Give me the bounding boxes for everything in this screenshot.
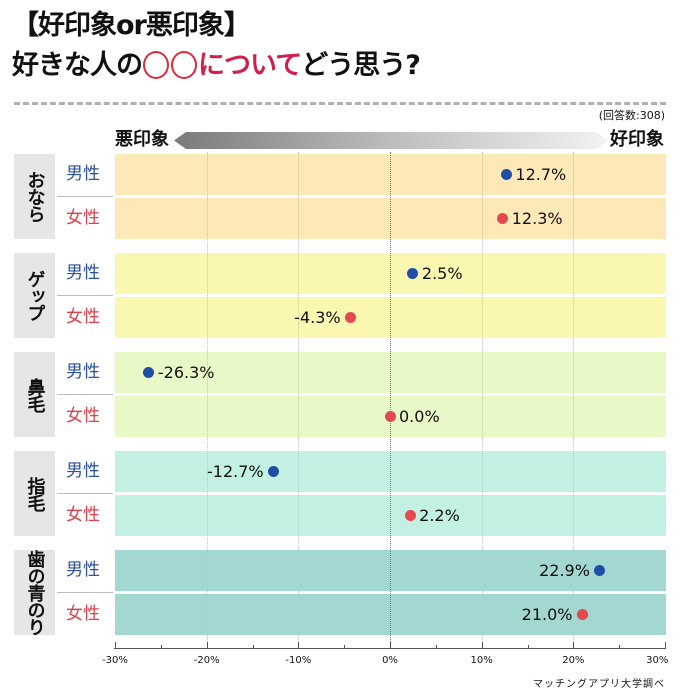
female-label: 女性	[66, 307, 100, 327]
x-tick	[298, 642, 300, 648]
female-data-point	[497, 213, 509, 224]
x-tick	[573, 642, 575, 648]
data-label: -4.3%	[294, 307, 341, 327]
title-highlight: について	[198, 50, 302, 81]
male-label: 男性	[66, 461, 100, 481]
male-label: 男性	[66, 560, 100, 580]
data-label: 21.0%	[521, 604, 573, 624]
title-suffix: どう思う?	[301, 50, 421, 81]
group-label: ゲップ	[24, 270, 46, 321]
x-tick-label: -20%	[193, 655, 220, 666]
group-label-box: ゲップ	[14, 253, 55, 338]
group-label-box: おなら	[14, 154, 55, 239]
impression-gradient-arrow-icon	[174, 132, 608, 149]
male-data-point	[594, 565, 606, 576]
female-label: 女性	[66, 208, 100, 228]
group-label: 指毛	[24, 476, 46, 511]
x-minor-tick	[252, 645, 254, 648]
row-separator	[57, 493, 113, 494]
placeholder-circle-icon	[143, 51, 169, 79]
male-data-point	[143, 367, 155, 378]
data-label: -12.7%	[206, 461, 264, 481]
grid-line	[573, 152, 575, 648]
x-tick-label: 0%	[382, 655, 398, 666]
title-prefix: 好きな人の	[12, 50, 143, 81]
x-minor-tick	[435, 645, 437, 648]
male-data-point	[407, 268, 419, 279]
group-label-box: 歯の青のり	[14, 550, 55, 635]
x-tick	[481, 642, 483, 648]
x-tick-label: -10%	[285, 655, 312, 666]
data-label: 0.0%	[399, 406, 440, 426]
male-label: 男性	[66, 362, 100, 382]
male-label: 男性	[66, 263, 100, 283]
data-label: 22.9%	[539, 560, 590, 580]
title-line-1: 【好印象or悪印象】	[12, 10, 251, 41]
group-label: 鼻毛	[24, 377, 46, 412]
x-tick	[665, 642, 666, 648]
x-minor-tick	[527, 645, 529, 648]
x-minor-tick	[344, 645, 346, 648]
male-data-point	[268, 466, 280, 477]
source-credit: マッチングアプリ大学調べ	[533, 679, 665, 690]
female-label: 女性	[66, 604, 100, 624]
male-label: 男性	[66, 164, 100, 184]
x-tick-label: -30%	[102, 655, 128, 666]
title-divider	[14, 102, 666, 105]
x-minor-tick	[160, 645, 162, 648]
x-tick-label: 30%	[646, 655, 669, 666]
group-label-box: 鼻毛	[14, 352, 55, 437]
x-tick	[390, 642, 391, 648]
female-data-point	[404, 510, 416, 521]
bad-impression-label: 悪印象	[115, 129, 169, 150]
data-label: 2.5%	[421, 263, 463, 283]
grid-line	[390, 152, 391, 648]
female-data-point	[577, 609, 588, 620]
group-label: おなら	[24, 171, 46, 222]
row-separator	[57, 592, 113, 593]
row-separator	[57, 295, 113, 296]
x-tick	[206, 642, 208, 648]
row-separator	[57, 394, 113, 395]
female-data-point	[384, 411, 396, 422]
grid-line	[206, 152, 208, 648]
female-data-point	[345, 312, 357, 323]
response-count: (回答数:308)	[598, 109, 665, 122]
data-label: 12.7%	[515, 164, 567, 184]
x-minor-tick	[619, 645, 621, 648]
group-label-box: 指毛	[14, 451, 55, 536]
data-label: 12.3%	[511, 208, 563, 228]
title-line-2: 好きな人の についてどう思う?	[12, 50, 421, 82]
x-tick	[115, 642, 116, 648]
x-axis-line	[114, 648, 666, 649]
grid-line	[298, 152, 300, 648]
grid-line	[481, 152, 483, 648]
x-tick-label: 10%	[470, 655, 493, 666]
female-label: 女性	[66, 505, 100, 525]
female-label: 女性	[66, 406, 100, 426]
data-label: -26.3%	[157, 362, 215, 382]
good-impression-label: 好印象	[610, 129, 664, 150]
placeholder-circle-icon	[171, 51, 197, 79]
group-label: 歯の青のり	[24, 550, 46, 635]
male-data-point	[500, 169, 512, 180]
x-tick-label: 20%	[562, 655, 585, 666]
row-separator	[57, 196, 113, 197]
data-label: 2.2%	[419, 505, 460, 525]
